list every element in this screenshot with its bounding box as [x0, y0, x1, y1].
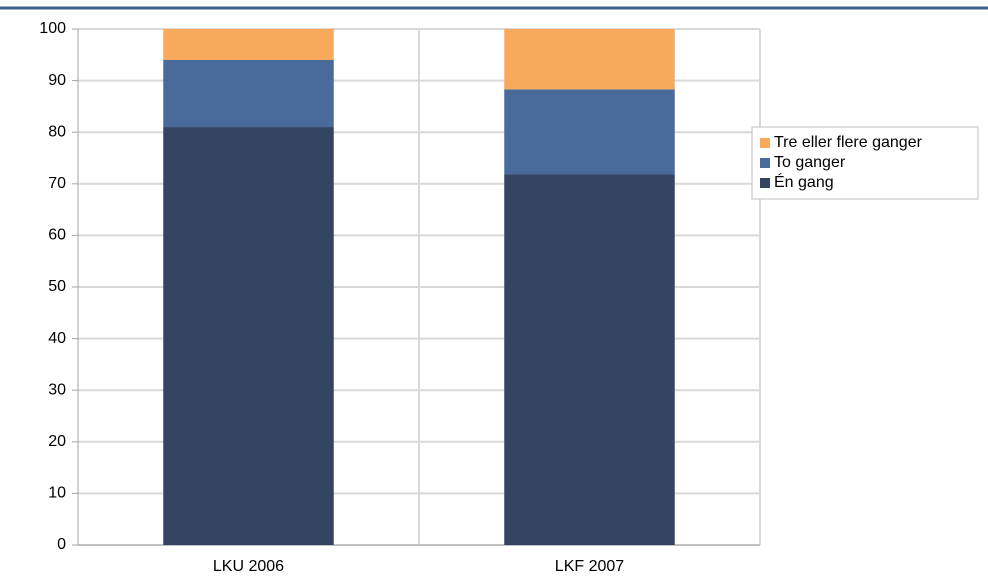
x-tick-label: LKF 2007 [555, 558, 624, 575]
bar-segment [504, 29, 675, 90]
legend-label: Én gang [774, 172, 834, 191]
bar-segment [504, 89, 675, 175]
bar-segment [163, 59, 334, 128]
y-tick-label: 40 [48, 330, 66, 347]
y-tick-label: 90 [48, 72, 66, 89]
bar-segment [163, 127, 334, 545]
legend-swatch [760, 178, 770, 188]
y-tick-label: 100 [39, 20, 66, 37]
y-tick-label: 30 [48, 381, 66, 398]
legend-label: Tre eller flere ganger [774, 134, 923, 151]
y-tick-label: 50 [48, 278, 66, 295]
bar-segment [163, 29, 334, 60]
x-tick-label: LKU 2006 [213, 558, 284, 575]
y-tick-label: 60 [48, 227, 66, 244]
y-tick-label: 20 [48, 433, 66, 450]
y-tick-label: 70 [48, 175, 66, 192]
bar-segment [504, 174, 675, 545]
legend-swatch [760, 138, 770, 148]
legend-label: To ganger [774, 154, 846, 171]
legend-swatch [760, 158, 770, 168]
y-tick-label: 80 [48, 123, 66, 140]
y-tick-label: 10 [48, 485, 66, 502]
legend-box [751, 126, 979, 200]
y-tick-label: 0 [57, 536, 66, 553]
